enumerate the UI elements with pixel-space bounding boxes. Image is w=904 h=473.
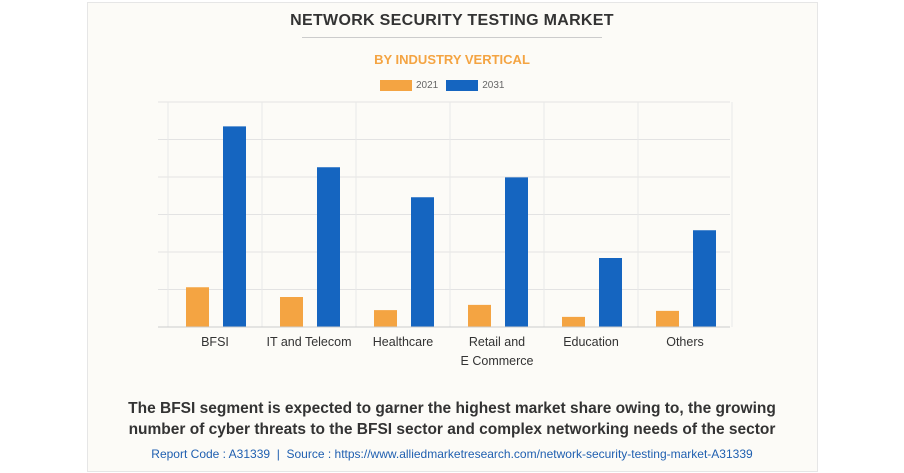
caption-line-1: The BFSI segment is expected to garner t… xyxy=(128,400,776,417)
x-tick-label: Others xyxy=(666,335,704,349)
legend-swatch-2021 xyxy=(380,80,412,91)
bar-2031-0 xyxy=(223,126,246,327)
x-tick-label: Retail and xyxy=(469,335,525,349)
bar-2031-4 xyxy=(599,258,622,327)
title-divider xyxy=(302,37,602,38)
x-tick-label: Healthcare xyxy=(373,335,433,349)
x-tick-label: IT and Telecom xyxy=(266,335,351,349)
bar-2021-0 xyxy=(186,287,209,327)
chart-title: NETWORK SECURITY TESTING MARKET xyxy=(290,12,614,29)
chart-caption: The BFSI segment is expected to garner t… xyxy=(0,398,904,440)
bar-2021-3 xyxy=(468,304,491,327)
source-line: Report Code : A31339 | Source : https://… xyxy=(151,447,753,461)
bar-2021-1 xyxy=(280,297,303,327)
legend-label-2021: 2021 xyxy=(416,80,439,91)
x-tick-label: Education xyxy=(563,335,619,349)
x-tick-label: E Commerce xyxy=(461,354,534,368)
chart-subtitle: BY INDUSTRY VERTICAL xyxy=(374,52,530,67)
caption-line-2: number of cyber threats to the BFSI sect… xyxy=(128,421,776,438)
x-tick-label: BFSI xyxy=(201,335,229,349)
bar-2021-5 xyxy=(656,310,679,327)
bar-chart: BFSI IT and Telecom Healthcare Retail and E … xyxy=(158,101,733,368)
bar-2031-5 xyxy=(693,230,716,327)
bar-2031-2 xyxy=(411,197,434,327)
bar-2031-1 xyxy=(317,167,340,327)
bar-2021-4 xyxy=(562,316,585,327)
bar-2021-2 xyxy=(374,310,397,327)
legend-swatch-2031 xyxy=(446,80,479,91)
legend: 2021 2031 xyxy=(380,80,505,91)
legend-label-2031: 2031 xyxy=(482,80,505,91)
bar-2031-3 xyxy=(505,177,528,327)
